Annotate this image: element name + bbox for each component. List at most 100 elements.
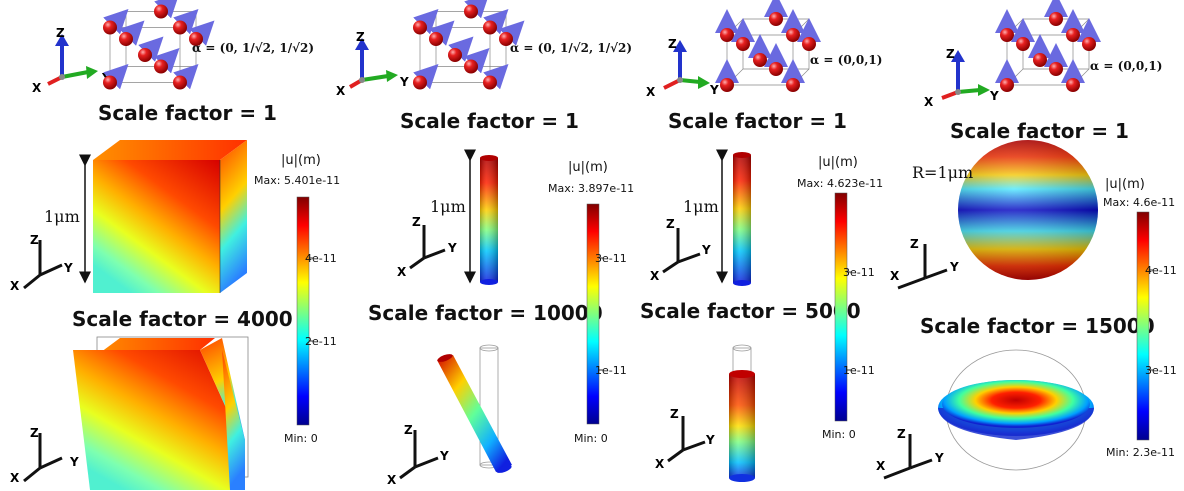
sphere-deformed — [938, 349, 1094, 471]
axis-y-3b: Y — [705, 433, 715, 447]
panel-4: Z Y X α = (0,0,1) Scale factor = 1 R=1μm… — [876, 0, 1177, 480]
orientation-triad-4: Z Y X — [924, 47, 999, 109]
axes-triad-4a: Z Y X — [890, 237, 959, 290]
colorbar-min-3: Min: 0 — [822, 428, 856, 441]
atom-2-3 — [464, 4, 478, 19]
atom-4-1 — [1016, 37, 1030, 51]
z-axis-label: Z — [56, 26, 65, 40]
atom-2-4 — [448, 48, 462, 62]
axis-z-3a: Z — [666, 217, 675, 231]
atom-4-4 — [1033, 53, 1047, 67]
cube-undeformed — [93, 140, 247, 293]
axis-y-3t: Y — [709, 83, 719, 97]
scale-factor-mid-4: Scale factor = 15000 — [920, 314, 1155, 338]
colorbar-tick-4b: 3e-11 — [1145, 364, 1177, 377]
axes-triad-1a: Z Y X — [10, 233, 73, 293]
colorbar-title-4: |u|(m) — [1105, 177, 1145, 192]
colorbar-max-3: Max: 4.623e-11 — [797, 177, 883, 190]
panel-3: Z Y X α = (0,0,1) Scale factor = 1 1μm Z… — [640, 0, 883, 482]
atom-4-5 — [1049, 62, 1063, 76]
crystal-lattice-2 — [413, 0, 525, 90]
axis-x-2a: X — [397, 265, 407, 279]
axes-triad-2b: Z Y X — [387, 423, 449, 487]
axes-triad-4b: Z Y X — [876, 427, 944, 480]
axis-x-3t: X — [646, 85, 656, 99]
axis-z-2b: Z — [404, 423, 413, 437]
axis-y-2t: Y — [399, 75, 409, 89]
atom-1-3 — [154, 4, 168, 19]
orientation-triad-3: Z Y X — [646, 37, 719, 99]
axis-x-1b: X — [10, 471, 20, 485]
axes-triad-2a: Z Y X — [397, 215, 457, 279]
axis-z-4b: Z — [897, 427, 906, 441]
crystal-lattice-3 — [715, 0, 821, 92]
panel-2: Z Y X α = (0, 1/√2, 1/√2) Scale factor =… — [336, 0, 634, 487]
axis-z-4t: Z — [946, 47, 955, 61]
size-label-3: 1μm — [683, 197, 719, 216]
cylinder3-undeformed — [733, 152, 751, 286]
colorbar-tick-4a: 4e-11 — [1145, 264, 1177, 277]
colorbar-tick-3b: 1e-11 — [843, 364, 875, 377]
colorbar-title-2: |u|(m) — [568, 160, 608, 175]
x-axis-label: X — [32, 81, 42, 95]
colorbar-2: |u|(m) Max: 3.897e-11 3e-11 1e-11 Min: 0 — [548, 160, 634, 445]
atom-2-5 — [464, 59, 478, 74]
scale-factor-mid-2: Scale factor = 10000 — [368, 301, 603, 325]
atom-3-6 — [786, 28, 800, 42]
atom-3-3 — [769, 12, 783, 26]
atom-2-6 — [483, 20, 497, 35]
axis-z-1b: Z — [30, 426, 39, 440]
orientation-triad-2: Z Y X — [336, 30, 409, 98]
atom-4-2 — [1000, 78, 1014, 92]
axis-y-4t: Y — [989, 89, 999, 103]
colorbar-max-2: Max: 3.897e-11 — [548, 182, 634, 195]
axis-x-1a: X — [10, 279, 20, 293]
dimension-arrow-1: 1μm — [44, 154, 91, 284]
axis-z-2a: Z — [412, 215, 421, 229]
atom-2-2 — [413, 75, 427, 90]
scale-factor-top-2: Scale factor = 1 — [400, 109, 579, 133]
axes-triad-3a: Z Y X — [650, 217, 711, 283]
axis-y-2b: Y — [439, 449, 449, 463]
atom-4-0 — [1000, 28, 1014, 42]
colorbar-title-1: |u|(m) — [281, 153, 321, 168]
atom-4-8 — [1066, 78, 1080, 92]
colorbar-title-3: |u|(m) — [818, 155, 858, 170]
atom-1-0 — [103, 20, 117, 35]
colorbar-1: |u|(m) Max: 5.401e-11 4e-11 2e-11 Min: 0 — [254, 153, 340, 445]
axis-y-1b: Y — [69, 455, 79, 469]
axis-x-3a: X — [650, 269, 660, 283]
scale-factor-top-4: Scale factor = 1 — [950, 119, 1129, 143]
atom-3-1 — [736, 37, 750, 51]
alpha-label-1: α = (0, 1/√2, 1/√2) — [192, 41, 314, 55]
axis-z-1a: Z — [30, 233, 39, 247]
axis-z-2t: Z — [356, 30, 365, 44]
sphere-undeformed — [958, 140, 1098, 280]
atom-2-0 — [413, 20, 427, 35]
axis-x-2b: X — [387, 473, 397, 487]
atom-1-1 — [119, 32, 133, 46]
scale-factor-mid-3: Scale factor = 5000 — [640, 299, 861, 323]
scale-factor-top-1: Scale factor = 1 — [98, 101, 277, 125]
crystal-lattice-1 — [103, 0, 215, 90]
atom-1-8 — [173, 75, 187, 90]
axis-z-3t: Z — [668, 37, 677, 51]
colorbar-tick-2a: 3e-11 — [595, 252, 627, 265]
colorbar-min-1: Min: 0 — [284, 432, 318, 445]
colorbar-min-2: Min: 0 — [574, 432, 608, 445]
atom-1-7 — [189, 32, 203, 46]
axis-x-4b: X — [876, 459, 886, 473]
axis-z-3b: Z — [670, 407, 679, 421]
axis-x-4a: X — [890, 269, 900, 283]
axis-y-4a: Y — [949, 260, 959, 274]
colorbar-tick-1b: 2e-11 — [305, 335, 337, 348]
axis-y-2a: Y — [447, 241, 457, 255]
orientation-triad-1: Z Y X — [32, 26, 111, 95]
dimension-arrow-3: 1μm — [683, 149, 728, 284]
size-label-4: R=1μm — [912, 163, 973, 182]
axis-y-4b: Y — [934, 451, 944, 465]
alpha-label-3: α = (0,0,1) — [810, 53, 882, 67]
atom-3-2 — [720, 78, 734, 92]
atom-3-4 — [753, 53, 767, 67]
